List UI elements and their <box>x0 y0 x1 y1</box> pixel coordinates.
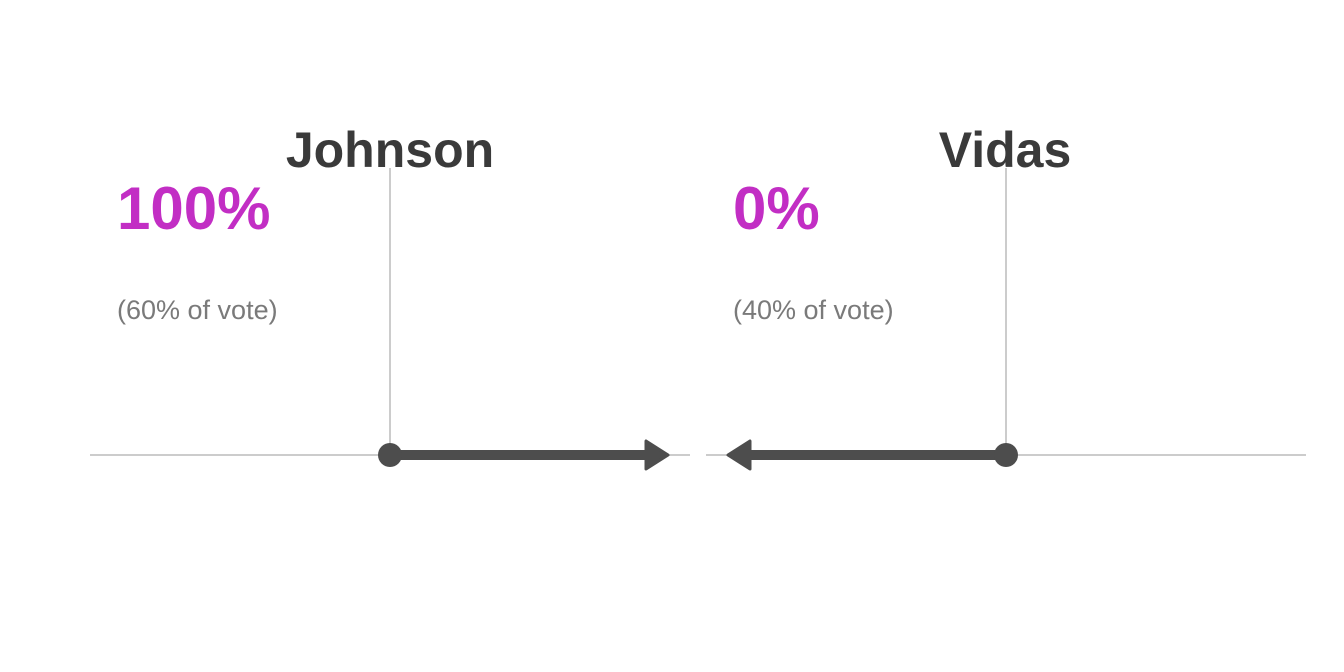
candidate-name-johnson: Johnson <box>285 122 495 178</box>
origin-dot-johnson <box>378 443 402 467</box>
arrow-head-vidas <box>726 439 752 471</box>
candidate-name-vidas: Vidas <box>938 122 1072 178</box>
percent-label-johnson: 100% <box>117 175 271 242</box>
origin-dot-vidas <box>994 443 1018 467</box>
vote-label-johnson: (60% of vote) <box>117 295 278 325</box>
panel-vidas: Vidas 0% (40% of vote) <box>706 0 1338 672</box>
arrow-head-johnson <box>644 439 670 471</box>
panel-johnson: Johnson 100% (60% of vote) <box>90 0 722 672</box>
vote-label-vidas: (40% of vote) <box>733 295 894 325</box>
percent-label-vidas: 0% <box>733 175 820 242</box>
